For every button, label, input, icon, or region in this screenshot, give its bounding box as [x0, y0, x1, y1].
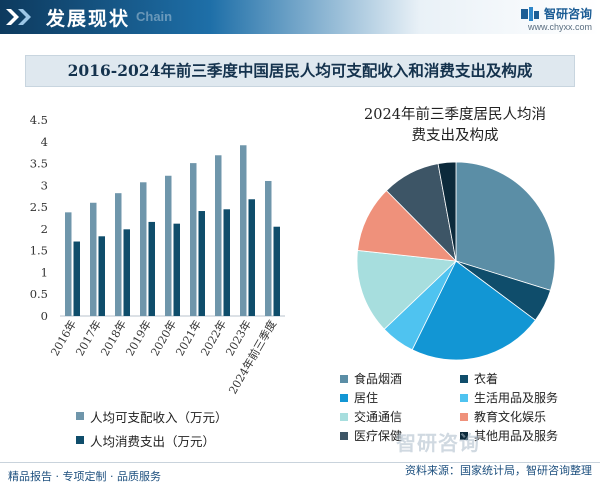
legend-item-spending: 人均消费支出（万元） — [76, 428, 228, 452]
bar-spending — [173, 223, 180, 316]
pie-legend-item-clothing: 衣着 — [460, 369, 580, 388]
header-subtitle: Chain — [136, 9, 173, 24]
bar-chart: 00.511.522.533.544.52016年2017年2018年2019年… — [30, 113, 285, 396]
y-tick-label: 0.5 — [30, 287, 48, 301]
pie-legend-label: 居住 — [354, 391, 379, 405]
legend-swatch-income — [76, 412, 84, 420]
bar-income — [215, 155, 222, 316]
y-tick-label: 1.5 — [30, 244, 48, 258]
watermark-brand: 智研咨询 — [396, 431, 480, 455]
bar-income — [165, 175, 172, 316]
pie-legend-label: 交通通信 — [354, 410, 403, 424]
y-tick-label: 2.5 — [30, 200, 48, 214]
bar-income — [115, 193, 122, 316]
pie-legend-item-household: 生活用品及服务 — [460, 388, 580, 407]
pie-legend-label: 衣着 — [474, 372, 499, 386]
bar-spending — [148, 221, 155, 316]
brand[interactable]: 智研咨询 www.chyxx.com — [520, 3, 592, 32]
bar-income — [265, 180, 272, 316]
pie-swatch-household — [460, 393, 468, 402]
pie-legend-label: 食品烟酒 — [354, 372, 403, 386]
pie-swatch-housing — [340, 393, 348, 402]
bar-spending — [73, 241, 80, 316]
page-header: 发展现状 Chain 智研咨询 www.chyxx.com — [0, 0, 600, 34]
header-title: 发展现状 — [46, 8, 131, 30]
pie-legend-item-transport: 交通通信 — [340, 407, 460, 426]
brand-url[interactable]: www.chyxx.com — [527, 22, 592, 32]
pie-legend-item-food: 食品烟酒 — [340, 369, 460, 388]
brand-logo-icon — [520, 6, 539, 21]
brand-name: 智研咨询 — [543, 7, 592, 21]
pie-title-line-2: 费支出及构成 — [411, 128, 499, 144]
footer-divider — [0, 462, 600, 463]
pie-chart — [356, 161, 556, 361]
legend-label-spending: 人均消费支出（万元） — [90, 433, 216, 449]
y-tick-label: 1 — [41, 265, 48, 279]
pie-swatch-transport — [340, 412, 348, 421]
pie-slice-7 — [437, 161, 457, 262]
bar-spending — [223, 209, 230, 316]
pie-swatch-education — [460, 412, 468, 421]
pie-slice-0 — [455, 161, 556, 291]
legend-item-income: 人均可支配收入（万元） — [76, 404, 228, 428]
bar-income — [90, 202, 97, 316]
pie-slice-2 — [411, 260, 536, 361]
y-tick-label: 2 — [41, 222, 48, 236]
y-tick-label: 3 — [41, 178, 48, 192]
pie-legend: 食品烟酒 衣着 居住 生活用品及服务 交通通信 教育文化娱乐 医疗保健 其他用品… — [340, 369, 580, 445]
bar-spending — [198, 211, 205, 316]
pie-slice-5 — [357, 189, 458, 262]
title-bar: 2016-2024年前三季度中国居民人均可支配收入和消费支出及构成 — [25, 55, 575, 87]
bar-spending — [98, 236, 105, 316]
pie-slice-4 — [356, 250, 457, 330]
pie-title: 2024年前三季度居民人均消 费支出及构成 — [335, 105, 575, 147]
y-tick-label: 4.5 — [30, 113, 48, 127]
pie-legend-item-other: 其他用品及服务 — [460, 426, 580, 445]
footer-tagline: 精品报告 · 专项定制 · 品质服务 — [8, 470, 161, 483]
y-tick-label: 0 — [41, 309, 48, 323]
bar-spending — [248, 199, 255, 316]
bar-spending — [123, 229, 130, 316]
pie-swatch-other — [460, 431, 468, 440]
legend-swatch-spending — [76, 436, 84, 444]
bar-income — [140, 182, 147, 316]
pie-legend-item-education: 教育文化娱乐 — [460, 407, 580, 426]
legend-label-income: 人均可支配收入（万元） — [90, 409, 228, 425]
pie-swatch-medical — [340, 431, 348, 440]
bar-legend: 人均可支配收入（万元） 人均消费支出（万元） — [76, 404, 228, 452]
pie-title-line-1: 2024年前三季度居民人均消 — [364, 107, 546, 123]
chevron-arrows-icon — [6, 9, 31, 25]
pie-legend-label: 其他用品及服务 — [474, 429, 559, 443]
bar-spending — [273, 226, 280, 316]
bar-income — [65, 212, 72, 316]
pie-swatch-clothing — [460, 374, 468, 383]
pie-legend-label: 教育文化娱乐 — [474, 410, 547, 424]
pie-legend-item-medical: 医疗保健 — [340, 426, 460, 445]
header-band — [0, 0, 600, 34]
bar-income — [190, 163, 197, 316]
y-tick-label: 4 — [41, 135, 48, 149]
pie-swatch-food — [340, 374, 348, 383]
bar-income — [240, 145, 247, 316]
footer-source: 资料来源：国家统计局，智研咨询整理 — [405, 464, 592, 477]
pie-legend-label: 生活用品及服务 — [474, 391, 559, 405]
y-tick-label: 3.5 — [30, 157, 48, 171]
pie-legend-label: 医疗保健 — [354, 429, 403, 443]
main-title: 2016-2024年前三季度中国居民人均可支配收入和消费支出及构成 — [67, 61, 533, 80]
pie-legend-item-housing: 居住 — [340, 388, 460, 407]
